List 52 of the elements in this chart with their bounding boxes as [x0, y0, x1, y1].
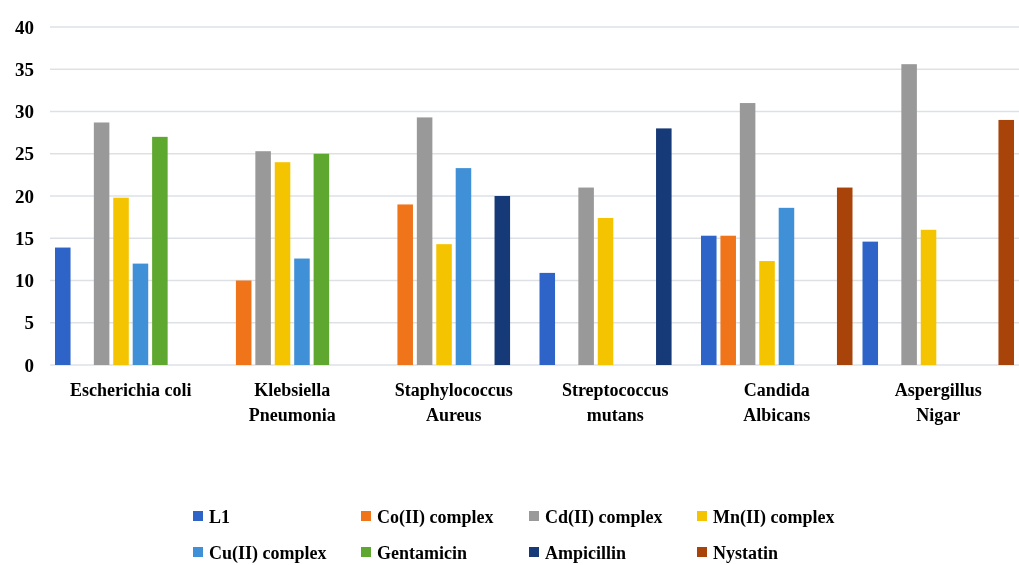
legend-label: L1: [209, 507, 231, 528]
bar: [436, 244, 452, 365]
legend-label: Gentamicin: [377, 543, 467, 564]
bar: [597, 217, 614, 365]
x-tick-label: Klebsiella Pneumonia: [248, 380, 336, 425]
bar: [455, 168, 472, 365]
y-tick-label: 35: [15, 58, 34, 80]
x-tick-label: Aspergillus Nigar: [894, 380, 982, 425]
x-tick-label: Staphylococcus Aureus: [394, 380, 513, 425]
bar: [55, 247, 71, 365]
bar: [235, 280, 252, 365]
legend-label: Cu(II) complex: [209, 543, 327, 565]
bar: [836, 187, 853, 365]
bar: [739, 103, 756, 365]
y-tick-label: 40: [15, 16, 34, 38]
bar: [656, 128, 672, 365]
bar: [901, 64, 917, 365]
bar: [294, 258, 310, 365]
y-tick-label: 5: [24, 312, 34, 334]
bar: [862, 241, 879, 365]
bar: [759, 261, 775, 365]
x-tick-label: Streptococcus mutans: [561, 380, 669, 425]
bar: [998, 119, 1014, 365]
bar: [313, 153, 330, 365]
bar: [539, 272, 556, 365]
legend-label: Co(II) complex: [377, 507, 494, 529]
bar: [274, 162, 291, 365]
y-tick-label: 30: [15, 101, 34, 123]
bar: [720, 235, 736, 365]
bar: [93, 122, 110, 365]
bar: [416, 117, 433, 365]
bar: [397, 204, 413, 365]
bar: [113, 197, 129, 365]
bar: [701, 235, 717, 365]
x-tick-label: Escherichia coli: [70, 380, 192, 400]
legend-label: Nystatin: [713, 543, 779, 564]
legend-label: Mn(II) complex: [713, 507, 835, 529]
bar: [132, 263, 149, 365]
y-tick-label: 0: [24, 354, 34, 376]
bar: [494, 196, 511, 365]
bar: [152, 136, 168, 365]
bar: [778, 207, 795, 365]
x-tick-label: Candida Albicans: [743, 380, 811, 425]
bar: [920, 229, 937, 365]
y-tick-label: 10: [15, 270, 34, 292]
legend-label: Ampicillin: [545, 543, 627, 564]
y-tick-label: 25: [15, 143, 34, 165]
bar: [255, 151, 271, 365]
legend-label: Cd(II) complex: [545, 507, 663, 529]
y-tick-label: 15: [15, 227, 34, 249]
bar: [578, 187, 594, 365]
y-tick-label: 20: [15, 185, 34, 207]
